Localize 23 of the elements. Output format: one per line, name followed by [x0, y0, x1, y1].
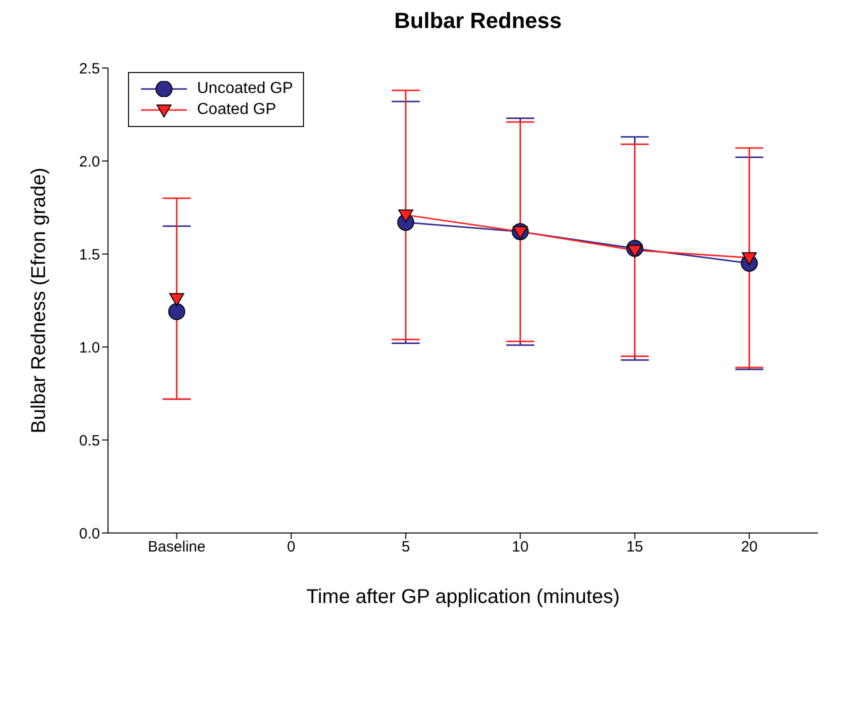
y-tick-label: 0.0 [79, 525, 100, 542]
x-tick-label: 15 [626, 538, 644, 556]
y-tick-label: 1.0 [79, 339, 100, 356]
chart-title: Bulbar Redness [393, 8, 563, 34]
x-tick-label: 5 [402, 538, 410, 556]
x-tick-label: 0 [287, 538, 296, 556]
point [168, 303, 186, 320]
point [169, 293, 184, 306]
x-tick-label: 20 [740, 538, 758, 556]
x-axis-title: Time after GP application (minutes) [306, 586, 620, 608]
point [627, 244, 642, 258]
x-tick-label: Baseline [148, 538, 206, 556]
x-tick-label: 10 [512, 538, 529, 556]
legend-label: Coated GP [197, 101, 276, 119]
y-axis-title: Bulbar Redness (Efron grade) [28, 168, 50, 434]
y-tick-label: 2.5 [79, 60, 100, 78]
point [512, 226, 528, 240]
y-tick-label: 0.5 [79, 432, 100, 450]
legend-label: Uncoated GP [197, 80, 294, 98]
point [398, 209, 414, 222]
y-tick-label: 2.0 [79, 153, 100, 170]
point [742, 252, 757, 266]
y-tick-label: 1.5 [79, 246, 100, 264]
